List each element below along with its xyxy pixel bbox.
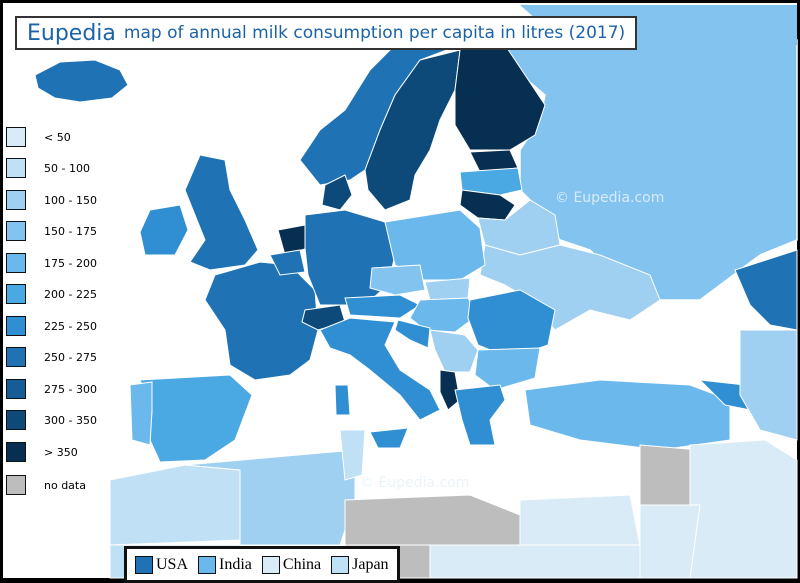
reference-label: India — [219, 555, 252, 573]
legend-row: 225 - 250 — [6, 315, 116, 337]
reference-item: USA — [135, 555, 189, 574]
region-portugal — [129, 381, 153, 446]
region-sweden — [364, 49, 461, 211]
region-egypt — [519, 494, 641, 546]
legend-label: 225 - 250 — [44, 319, 97, 333]
legend-swatch — [6, 127, 26, 147]
region-arabia — [639, 504, 701, 579]
region-italy — [319, 317, 441, 421]
legend-label: 200 - 225 — [44, 287, 97, 301]
region-denmark — [321, 174, 353, 211]
reference-item: Japan — [331, 555, 389, 574]
region-uk — [184, 154, 259, 271]
region-ukraine — [479, 244, 661, 331]
region-slovakia — [424, 277, 471, 301]
region-serbia — [429, 329, 479, 373]
legend-swatch — [6, 158, 26, 178]
legend-row: 250 - 275 — [6, 346, 116, 368]
region-central-asia — [739, 329, 798, 441]
legend-row: 50 - 100 — [6, 157, 116, 179]
legend-label: 250 - 275 — [44, 350, 97, 364]
legend-swatch — [6, 347, 26, 367]
legend-label: 300 - 350 — [44, 413, 97, 427]
legend-row: no data — [6, 474, 116, 496]
reference-swatch — [198, 555, 217, 574]
region-kazakhstan — [734, 249, 798, 331]
legend-swatch — [6, 410, 26, 430]
reference-swatch — [331, 555, 350, 574]
legend-label: 175 - 200 — [44, 256, 97, 270]
region-czechia — [369, 264, 426, 296]
reference-label: Japan — [352, 555, 389, 573]
legend-swatch — [6, 284, 26, 304]
region-croatia — [394, 319, 431, 349]
legend-swatch — [6, 475, 26, 495]
legend-label: no data — [44, 478, 86, 492]
region-iraq — [689, 439, 798, 579]
region-albania — [439, 369, 461, 411]
brand-name: Eupedia — [27, 20, 116, 46]
region-turkey — [524, 379, 731, 451]
title-text: map of annual milk consumption per capit… — [123, 23, 626, 43]
reference-label: China — [282, 555, 322, 573]
region-iceland — [34, 59, 129, 103]
region-sardinia — [334, 384, 351, 416]
reference-legend: USA India China Japan — [124, 546, 400, 583]
legend-row: < 50 — [6, 126, 116, 148]
reference-item: China — [261, 555, 322, 574]
region-bulgaria — [474, 347, 541, 391]
legend-label: 100 - 150 — [44, 193, 97, 207]
region-ireland — [139, 204, 189, 256]
watermark-bottom: © Eupedia.com — [360, 475, 470, 491]
reference-label: USA — [156, 555, 189, 573]
region-lower-africa — [429, 544, 641, 579]
legend-swatch — [6, 442, 26, 462]
legend-row: 100 - 150 — [6, 189, 116, 211]
map-title: Eupedia map of annual milk consumption p… — [15, 16, 638, 50]
region-morocco — [109, 464, 241, 546]
region-latvia — [459, 167, 523, 196]
region-belgium — [269, 249, 306, 276]
legend-label: > 350 — [44, 445, 78, 459]
legend-row: > 350 — [6, 441, 116, 463]
legend-label: < 50 — [44, 130, 71, 144]
legend-swatch — [6, 221, 26, 241]
legend-row: 275 - 300 — [6, 378, 116, 400]
region-hungary — [409, 297, 479, 333]
reference-item: India — [198, 555, 252, 574]
region-greece — [454, 384, 506, 446]
legend-row: 300 - 350 — [6, 409, 116, 431]
region-austria — [344, 294, 422, 319]
region-tunisia — [339, 429, 366, 481]
legend-swatch — [6, 253, 26, 273]
legend-swatch — [6, 190, 26, 210]
reference-swatch — [261, 555, 280, 574]
legend-label: 150 - 175 — [44, 224, 97, 238]
legend-swatch — [6, 379, 26, 399]
legend-label: 275 - 300 — [44, 382, 97, 396]
legend-row: 200 - 225 — [6, 283, 116, 305]
legend-swatch — [6, 316, 26, 336]
watermark-top: © Eupedia.com — [555, 190, 665, 206]
legend-label: 50 - 100 — [44, 161, 90, 175]
region-sicily — [369, 427, 409, 449]
legend-row: 175 - 200 — [6, 252, 116, 274]
reference-swatch — [135, 555, 153, 574]
legend-row: 150 - 175 — [6, 220, 116, 242]
